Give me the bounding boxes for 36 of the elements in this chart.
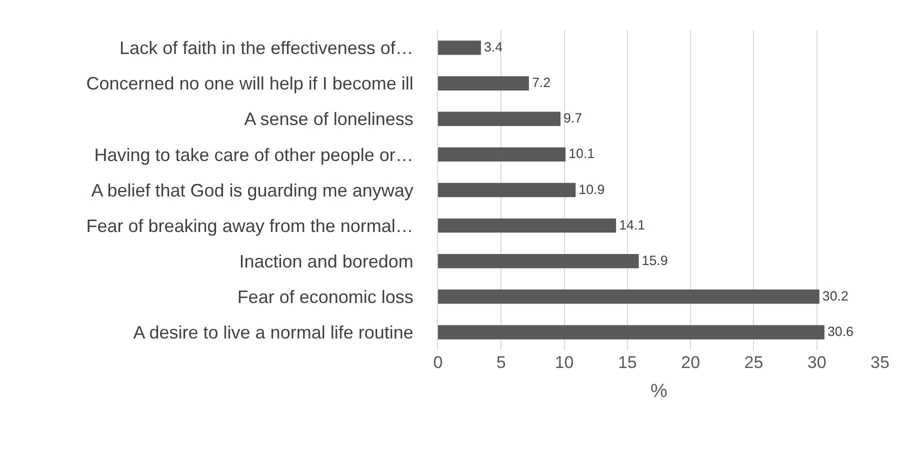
bar <box>438 218 616 233</box>
data-label: 10.1 <box>568 146 595 162</box>
data-label: 15.9 <box>642 252 668 268</box>
data-label: 30.2 <box>822 288 848 304</box>
bar <box>438 182 576 198</box>
x-tick-label: 20 <box>681 353 700 372</box>
x-tick-label: 30 <box>807 353 826 372</box>
y-tick-label: Concerned no one will help if I become ill <box>86 74 414 94</box>
data-label: 30.6 <box>827 324 854 339</box>
y-tick-label: A desire to live a normal life routine <box>133 322 414 343</box>
x-tick-label: 0 <box>433 353 443 372</box>
data-label: 3.4 <box>484 40 504 55</box>
y-tick-label: Inaction and boredom <box>239 251 414 272</box>
x-tick-label: 5 <box>496 353 506 372</box>
bar <box>438 76 529 90</box>
bar <box>438 40 481 55</box>
bar <box>438 325 824 340</box>
y-tick-label: Fear of economic loss <box>237 286 414 307</box>
data-label: 7.2 <box>532 75 551 90</box>
x-tick-label: 35 <box>870 353 890 372</box>
bar <box>438 147 566 162</box>
x-tick-label: 10 <box>554 353 574 372</box>
bar <box>438 254 639 268</box>
data-label: 9.7 <box>564 110 582 126</box>
data-label: 10.9 <box>578 182 605 197</box>
y-tick-label: Lack of faith in the effectiveness of… <box>120 38 414 58</box>
bar <box>438 290 820 304</box>
y-tick-label: Fear of breaking away from the normal… <box>86 216 414 236</box>
y-tick-label: A belief that God is guarding me anyway <box>91 180 414 200</box>
x-tick-label: 25 <box>744 353 764 372</box>
x-axis-title: % <box>650 380 668 402</box>
y-tick-label: A sense of loneliness <box>244 109 414 130</box>
y-tick-label: Having to take care of other people or… <box>94 144 414 165</box>
data-label: 14.1 <box>619 217 646 232</box>
x-tick-label: 15 <box>618 353 637 372</box>
bar <box>438 112 560 126</box>
